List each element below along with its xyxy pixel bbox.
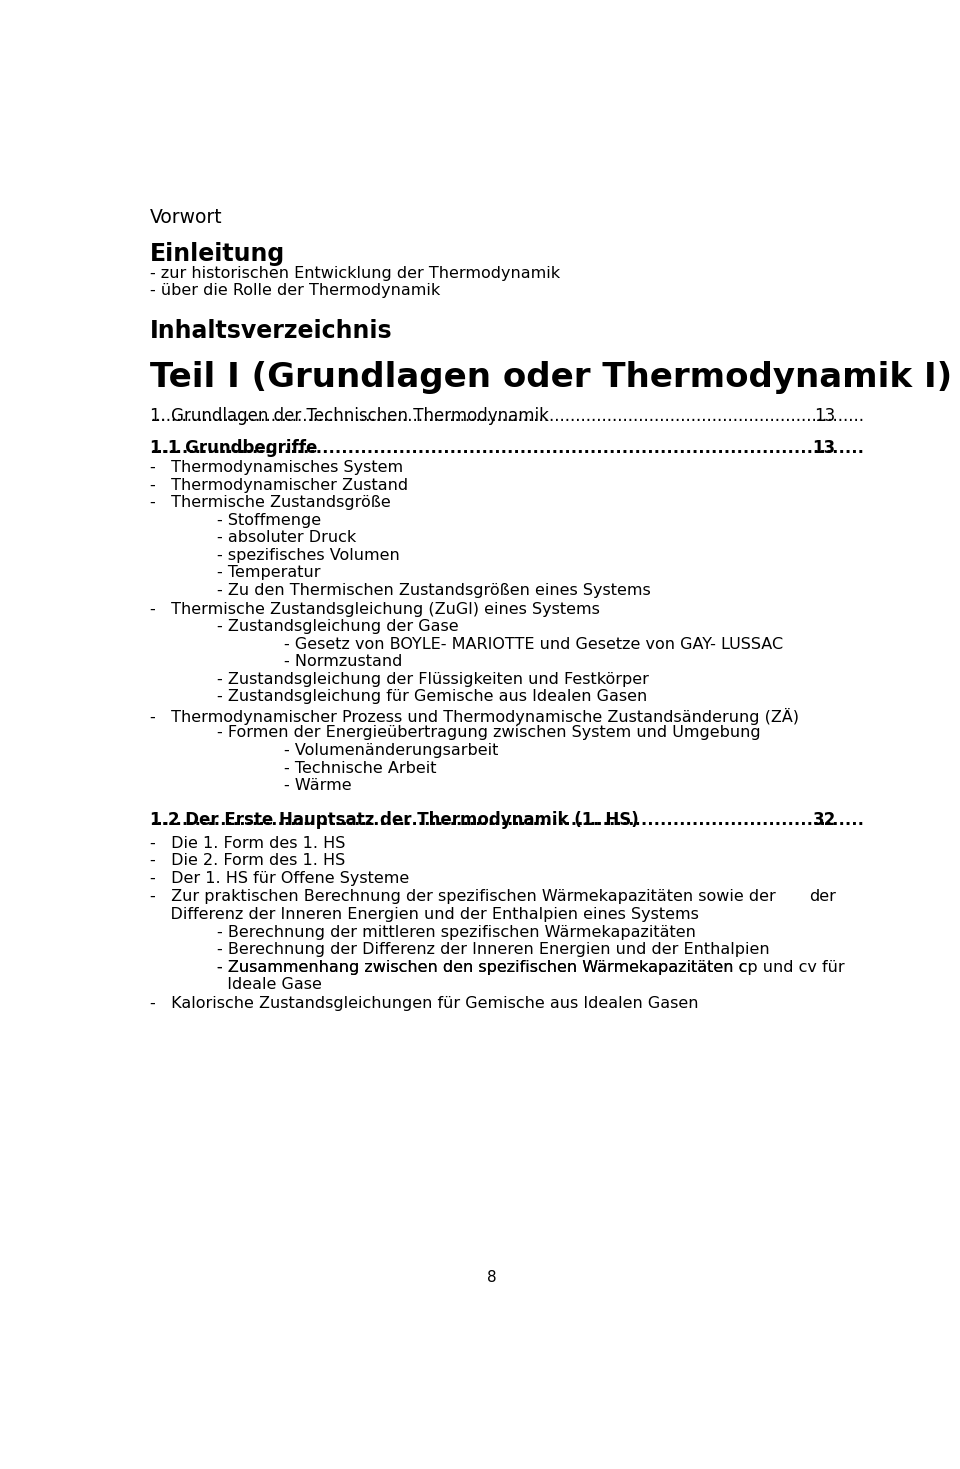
- Text: -   Thermische Zustandsgröße: - Thermische Zustandsgröße: [150, 495, 391, 510]
- Text: Differenz der Inneren Energien und der Enthalpien eines Systems: Differenz der Inneren Energien und der E…: [150, 906, 699, 923]
- Text: -   Zur praktischen Berechnung der spezifischen Wärmekapazitäten sowie der: - Zur praktischen Berechnung der spezifi…: [150, 889, 776, 905]
- Text: Einleitung: Einleitung: [150, 242, 285, 266]
- Text: - Volumenänderungsarbeit: - Volumenänderungsarbeit: [284, 743, 498, 758]
- Text: - Berechnung der Differenz der Inneren Energien und der Enthalpien: - Berechnung der Differenz der Inneren E…: [217, 942, 769, 958]
- Text: ................................................................................: ........................................…: [150, 439, 960, 457]
- Text: Ideale Gase: Ideale Gase: [217, 977, 322, 992]
- Text: - Technische Arbeit: - Technische Arbeit: [284, 761, 436, 776]
- Text: 1. Grundlagen der Technischen Thermodynamik: 1. Grundlagen der Technischen Thermodyna…: [150, 407, 548, 425]
- Text: 8: 8: [487, 1269, 497, 1285]
- Text: - Zustandsgleichung für Gemische aus Idealen Gasen: - Zustandsgleichung für Gemische aus Ide…: [217, 689, 647, 704]
- Text: -   Thermodynamisches System: - Thermodynamisches System: [150, 460, 403, 474]
- Text: Vorwort: Vorwort: [150, 209, 223, 226]
- Text: - Normzustand: - Normzustand: [284, 654, 402, 670]
- Text: - Zustandsgleichung der Flüssigkeiten und Festkörper: - Zustandsgleichung der Flüssigkeiten un…: [217, 671, 649, 686]
- Text: der: der: [809, 889, 836, 905]
- Text: - Stoffmenge: - Stoffmenge: [217, 513, 321, 527]
- Text: - zur historischen Entwicklung der Thermodynamik: - zur historischen Entwicklung der Therm…: [150, 266, 560, 281]
- Text: 32: 32: [812, 811, 836, 829]
- Text: - Temperatur: - Temperatur: [217, 566, 321, 580]
- Text: 13: 13: [814, 407, 836, 425]
- Text: Inhaltsverzeichnis: Inhaltsverzeichnis: [150, 319, 393, 342]
- Text: Teil I (Grundlagen oder Thermodynamik I): Teil I (Grundlagen oder Thermodynamik I): [150, 361, 952, 394]
- Text: - Wärme: - Wärme: [284, 779, 351, 793]
- Text: ................................................................................: ........................................…: [150, 811, 960, 829]
- Text: -   Der 1. HS für Offene Systeme: - Der 1. HS für Offene Systeme: [150, 871, 409, 886]
- Text: -   Thermodynamischer Zustand: - Thermodynamischer Zustand: [150, 477, 408, 492]
- Text: - Zusammenhang zwischen den spezifischen Wärmekapazitäten cp und cv für: - Zusammenhang zwischen den spezifischen…: [217, 959, 845, 974]
- Text: - über die Rolle der Thermodynamik: - über die Rolle der Thermodynamik: [150, 284, 440, 298]
- Text: -   Thermische Zustandsgleichung (ZuGl) eines Systems: - Thermische Zustandsgleichung (ZuGl) ei…: [150, 602, 600, 617]
- Text: - Berechnung der mittleren spezifischen Wärmekapazitäten: - Berechnung der mittleren spezifischen …: [217, 924, 696, 940]
- Text: 1.1 Grundbegriffe: 1.1 Grundbegriffe: [150, 439, 317, 457]
- Text: ................................................................................: ........................................…: [150, 407, 960, 425]
- Text: - spezifisches Volumen: - spezifisches Volumen: [217, 548, 399, 563]
- Text: - Zustandsgleichung der Gase: - Zustandsgleichung der Gase: [217, 618, 458, 635]
- Text: - Gesetz von BOYLE- MARIOTTE und Gesetze von GAY- LUSSAC: - Gesetz von BOYLE- MARIOTTE und Gesetze…: [284, 636, 782, 652]
- Text: -   Die 2. Form des 1. HS: - Die 2. Form des 1. HS: [150, 853, 345, 868]
- Text: - Formen der Energieübertragung zwischen System und Umgebung: - Formen der Energieübertragung zwischen…: [217, 726, 760, 740]
- Text: - Zu den Thermischen Zustandsgrößen eines Systems: - Zu den Thermischen Zustandsgrößen eine…: [217, 583, 651, 598]
- Text: -   Thermodynamischer Prozess und Thermodynamische Zustandsänderung (ZÄ): - Thermodynamischer Prozess und Thermody…: [150, 708, 799, 724]
- Text: 13: 13: [812, 439, 836, 457]
- Text: -   Kalorische Zustandsgleichungen für Gemische aus Idealen Gasen: - Kalorische Zustandsgleichungen für Gem…: [150, 996, 698, 1011]
- Text: 1.2 Der Erste Hauptsatz der Thermodynamik (1. HS): 1.2 Der Erste Hauptsatz der Thermodynami…: [150, 811, 638, 829]
- Text: -   Die 1. Form des 1. HS: - Die 1. Form des 1. HS: [150, 836, 346, 851]
- Text: - absoluter Druck: - absoluter Druck: [217, 530, 356, 545]
- Text: - Zusammenhang zwischen den spezifischen Wärmekapazitäten c: - Zusammenhang zwischen den spezifischen…: [217, 959, 747, 974]
